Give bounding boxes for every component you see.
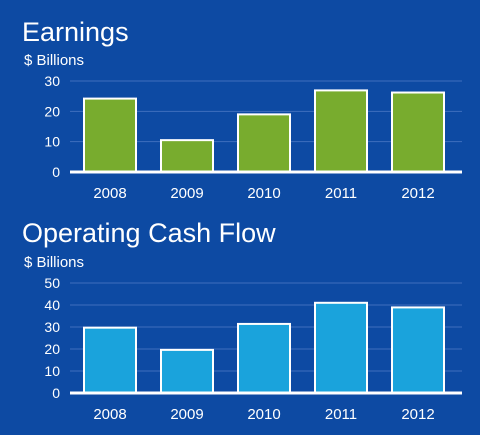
unit-label: $ Billions: [24, 254, 84, 271]
x-tick-label: 2010: [247, 406, 280, 423]
chart-title: Earnings: [22, 17, 129, 47]
x-tick-labels: 2008 2009 2010 2011 2012: [93, 406, 434, 423]
bar-2012: [391, 306, 445, 395]
y-tick-label: 0: [52, 385, 60, 401]
y-tick-label: 20: [44, 341, 60, 357]
x-tick-label: 2012: [401, 185, 434, 202]
y-tick-label: 10: [44, 363, 60, 379]
y-tick-label: 30: [44, 73, 60, 89]
chart-title: Operating Cash Flow: [22, 218, 276, 248]
bars: [83, 89, 445, 174]
earnings-chart: Earnings $ Billions 0 10 20 30 2008 2009 2010…: [22, 17, 462, 202]
y-tick-label: 40: [44, 297, 60, 313]
x-tick-label: 2011: [325, 185, 357, 202]
x-tick-label: 2008: [93, 185, 126, 202]
bar-2008: [83, 326, 137, 394]
y-tick-labels: 0 10 20 30: [44, 73, 60, 180]
x-tick-label: 2009: [170, 185, 203, 202]
x-tick-label: 2010: [247, 185, 280, 202]
y-tick-label: 50: [44, 275, 60, 291]
x-tick-labels: 2008 2009 2010 2011 2012: [93, 185, 434, 202]
bar-2009: [160, 139, 214, 173]
y-tick-labels: 0 10 20 30 40 50: [44, 275, 60, 401]
bar-2012: [391, 91, 445, 173]
x-tick-label: 2012: [401, 406, 434, 423]
x-tick-label: 2011: [325, 406, 357, 423]
x-tick-label: 2009: [170, 406, 203, 423]
x-tick-label: 2008: [93, 406, 126, 423]
bar-2011: [314, 89, 368, 173]
bar-2011: [314, 301, 368, 394]
operating-cash-flow-chart: Operating Cash Flow $ Billions 0 10 20 30 40…: [22, 218, 462, 423]
bar-2010: [237, 113, 291, 174]
y-tick-label: 30: [44, 319, 60, 335]
bar-2008: [83, 97, 137, 173]
y-tick-label: 10: [44, 134, 60, 150]
bars: [83, 301, 445, 395]
unit-label: $ Billions: [24, 52, 84, 69]
y-tick-label: 0: [52, 164, 60, 180]
bar-2010: [237, 322, 291, 395]
y-tick-label: 20: [44, 103, 60, 119]
bar-2009: [160, 348, 214, 395]
